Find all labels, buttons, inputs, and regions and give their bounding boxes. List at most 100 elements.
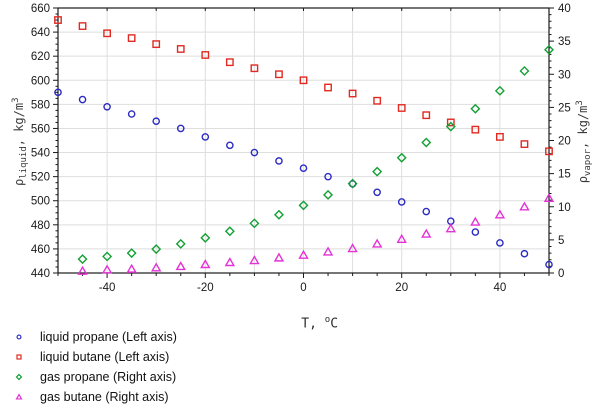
legend-item-label: liquid butane (Left axis) bbox=[40, 350, 170, 364]
data-point-liquid-propane bbox=[496, 239, 504, 247]
left-tick-label: 460 bbox=[31, 244, 50, 256]
data-point-liquid-propane bbox=[226, 141, 234, 150]
left-axis-symbol: ρ bbox=[11, 178, 26, 187]
x-axis-title-prefix: T, bbox=[301, 316, 325, 332]
left-axis-units: , kg/m bbox=[11, 102, 26, 147]
x-tick-label: 40 bbox=[494, 282, 507, 294]
legend-item-label: gas propane (Right axis) bbox=[40, 370, 177, 384]
square-icon bbox=[16, 354, 22, 360]
data-point-gas-butane bbox=[445, 223, 457, 233]
right-tick-label: 5 bbox=[558, 235, 564, 247]
data-point-gas-butane bbox=[298, 249, 309, 259]
x-tick-label: 0 bbox=[300, 282, 306, 294]
data-point-liquid-butane bbox=[299, 76, 308, 85]
data-point-gas-butane bbox=[200, 259, 211, 269]
data-point-gas-propane bbox=[249, 218, 260, 229]
legend-item-label: liquid propane (Left axis) bbox=[40, 330, 177, 344]
data-point-gas-butane bbox=[494, 209, 506, 219]
data-point-gas-propane bbox=[347, 178, 358, 189]
left-axis-title: ρliquid, kg/m3 bbox=[0, 56, 43, 256]
circle-marker-icon bbox=[8, 331, 30, 343]
data-point-gas-propane bbox=[372, 166, 383, 177]
left-tick-label: 540 bbox=[31, 148, 50, 160]
left-tick-label: 560 bbox=[31, 123, 50, 135]
data-point-liquid-propane bbox=[127, 110, 136, 118]
data-point-liquid-butane bbox=[496, 132, 504, 141]
x-tick-label: -20 bbox=[197, 282, 214, 294]
degree-symbol: o bbox=[324, 315, 331, 325]
right-tick-label: 0 bbox=[558, 268, 564, 280]
data-point-liquid-butane bbox=[520, 140, 529, 149]
data-point-liquid-butane bbox=[152, 40, 161, 49]
data-point-gas-propane bbox=[494, 85, 505, 96]
data-point-gas-butane bbox=[396, 233, 407, 244]
diamond-icon bbox=[15, 373, 23, 381]
data-point-gas-propane bbox=[445, 121, 456, 132]
data-point-liquid-butane bbox=[78, 22, 87, 30]
data-point-gas-butane bbox=[421, 228, 432, 238]
left-tick-label: 600 bbox=[31, 75, 50, 87]
data-point-liquid-butane bbox=[275, 70, 283, 79]
data-point-gas-propane bbox=[470, 103, 481, 114]
data-point-liquid-propane bbox=[324, 172, 332, 181]
left-tick-label: 480 bbox=[31, 220, 50, 232]
right-tick-label: 15 bbox=[558, 169, 571, 181]
data-point-liquid-butane bbox=[324, 83, 332, 92]
data-point-liquid-propane bbox=[422, 207, 431, 216]
data-point-gas-butane bbox=[77, 265, 88, 275]
plot-area: -40 -20 0 20 4044046048050052054056058060062… bbox=[31, 3, 571, 294]
data-point-liquid-propane bbox=[250, 148, 259, 157]
data-point-liquid-butane bbox=[176, 45, 185, 53]
legend-item-gas-propane: gas propane (Right axis) bbox=[8, 367, 177, 387]
right-tick-label: 35 bbox=[558, 36, 571, 48]
data-point-liquid-butane bbox=[103, 29, 112, 38]
data-point-liquid-propane bbox=[471, 228, 480, 236]
right-axis-title: ρvapor, kg/m3 bbox=[561, 56, 600, 256]
legend-item-liquid-butane: liquid butane (Left axis) bbox=[8, 347, 177, 367]
data-point-gas-propane bbox=[396, 152, 407, 163]
left-tick-label: 580 bbox=[31, 99, 50, 111]
right-tick-label: 20 bbox=[558, 136, 571, 148]
right-tick-label: 40 bbox=[558, 3, 571, 15]
data-point-gas-butane bbox=[322, 246, 334, 256]
data-point-gas-propane bbox=[519, 65, 530, 76]
data-point-liquid-butane bbox=[397, 104, 406, 112]
data-point-gas-butane bbox=[519, 201, 530, 211]
data-point-gas-propane bbox=[323, 189, 334, 200]
data-point-gas-propane bbox=[126, 248, 137, 259]
triangle-marker-icon bbox=[8, 391, 30, 403]
data-point-liquid-propane bbox=[520, 249, 529, 258]
right-axis-units: , kg/m bbox=[575, 105, 590, 149]
data-point-liquid-propane bbox=[78, 95, 87, 104]
right-axis-superscript: 3 bbox=[574, 100, 585, 106]
right-tick-label: 10 bbox=[558, 202, 571, 214]
triangle-icon bbox=[15, 393, 23, 400]
right-tick-label: 25 bbox=[558, 102, 571, 114]
x-tick-label: 20 bbox=[395, 282, 408, 294]
x-axis-title: T, oC bbox=[204, 300, 404, 346]
right-tick-label: 30 bbox=[558, 69, 571, 81]
data-point-gas-propane bbox=[102, 251, 113, 262]
data-point-gas-butane bbox=[347, 243, 358, 253]
legend-item-liquid-propane: liquid propane (Left axis) bbox=[8, 327, 177, 347]
circle-icon bbox=[16, 334, 22, 340]
data-point-gas-propane bbox=[273, 209, 284, 220]
data-point-liquid-butane bbox=[446, 118, 455, 127]
left-axis-subscript: liquid bbox=[19, 146, 30, 179]
data-point-liquid-propane bbox=[373, 188, 381, 197]
data-point-gas-butane bbox=[273, 252, 285, 262]
data-point-gas-butane bbox=[175, 261, 186, 271]
data-point-gas-butane bbox=[470, 216, 481, 226]
right-axis-symbol: ρ bbox=[575, 176, 590, 184]
data-point-liquid-propane bbox=[54, 88, 62, 97]
left-tick-label: 640 bbox=[31, 27, 50, 39]
data-point-liquid-propane bbox=[176, 124, 185, 133]
data-point-gas-propane bbox=[151, 244, 162, 255]
left-tick-label: 440 bbox=[31, 268, 50, 280]
data-point-liquid-butane bbox=[201, 51, 210, 59]
data-point-gas-propane bbox=[544, 44, 554, 55]
data-point-gas-propane bbox=[224, 226, 235, 237]
data-point-gas-propane bbox=[200, 232, 211, 243]
data-point-liquid-butane bbox=[545, 147, 553, 156]
